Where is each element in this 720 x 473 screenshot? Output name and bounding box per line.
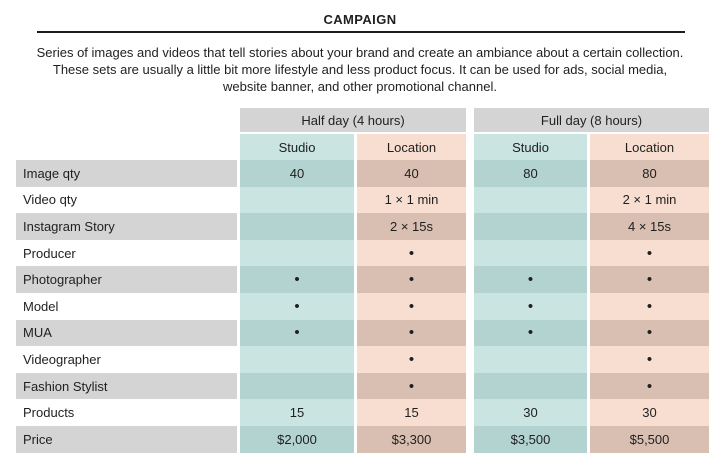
included-dot-icon: • [357,319,466,347]
group-header-half-day: Half day (4 hours) [240,108,466,132]
campaign-title: CAMPAIGN [323,12,397,27]
table-cell: 4 × 15s [590,213,709,240]
row-label: Fashion Stylist [16,372,237,400]
included-dot-icon: • [240,319,354,347]
table-cell [474,346,587,373]
included-dot-icon: • [590,292,709,320]
table-cell [240,372,354,400]
row-label: Videographer [16,346,237,373]
row-label: Video qty [16,186,237,214]
pricing-table: Half day (4 hours) Full day (8 hours) St… [16,108,709,453]
row-label: MUA [16,319,237,347]
included-dot-icon: • [357,372,466,400]
included-dot-icon: • [474,266,587,293]
table-cell: 15 [240,399,354,426]
included-dot-icon: • [357,266,466,293]
group-header-full-day: Full day (8 hours) [474,108,709,132]
table-cell: $2,000 [240,425,354,453]
included-dot-icon: • [240,266,354,293]
included-dot-icon: • [474,319,587,347]
table-cell: 80 [590,160,709,187]
table-cell: $3,500 [474,425,587,453]
title-divider [37,31,685,33]
table-cell [474,213,587,240]
included-dot-icon: • [590,239,709,267]
table-cell [474,372,587,400]
included-dot-icon: • [240,292,354,320]
table-cell: $5,500 [590,425,709,453]
table-cell: $3,300 [357,425,466,453]
row-label: Model [16,292,237,320]
table-cell: 40 [357,160,466,187]
table-cell: 2 × 1 min [590,186,709,214]
description-line: Series of images and videos that tell st… [36,45,684,60]
included-dot-icon: • [590,372,709,400]
table-cell [240,186,354,214]
table-cell: 40 [240,160,354,187]
table-cell: 80 [474,160,587,187]
table-cell [474,239,587,267]
included-dot-icon: • [590,319,709,347]
row-label: Products [16,399,237,426]
column-header-location-half: Location [357,134,466,160]
column-header-studio-full: Studio [474,134,587,160]
table-cell: 15 [357,399,466,426]
table-cell [240,213,354,240]
included-dot-icon: • [590,346,709,373]
included-dot-icon: • [590,266,709,293]
table-cell [474,186,587,214]
table-cell: 2 × 15s [357,213,466,240]
included-dot-icon: • [357,239,466,267]
included-dot-icon: • [357,292,466,320]
column-header-studio-half: Studio [240,134,354,160]
column-header-location-full: Location [590,134,709,160]
included-dot-icon: • [474,292,587,320]
row-label: Photographer [16,266,237,293]
description-line: These sets are usually a little bit more… [52,62,668,77]
table-cell: 30 [590,399,709,426]
table-cell [240,239,354,267]
table-cell [240,346,354,373]
campaign-description: Series of images and videos that tell st… [0,44,720,95]
description-line: website banner, and other promotional ch… [223,79,497,94]
included-dot-icon: • [357,346,466,373]
table-cell: 1 × 1 min [357,186,466,214]
table-cell: 30 [474,399,587,426]
row-label: Price [16,425,237,453]
row-label: Instagram Story [16,213,237,240]
row-label: Producer [16,239,237,267]
row-label: Image qty [16,160,237,187]
